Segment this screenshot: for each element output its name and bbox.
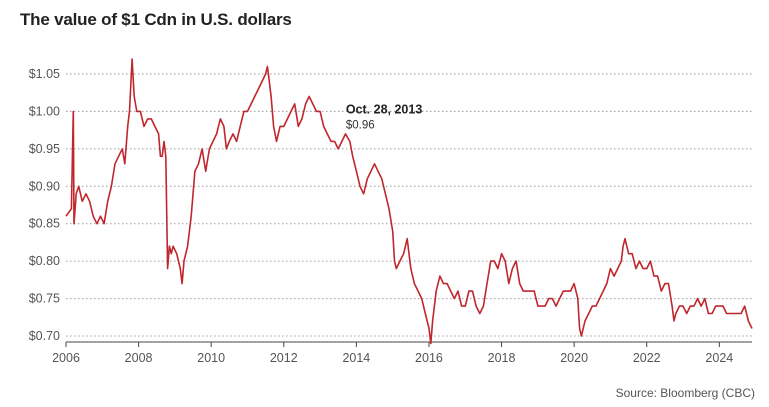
- series-line: [65, 58, 753, 345]
- x-tick-label: 2012: [270, 351, 298, 365]
- y-tick-label: $0.70: [29, 329, 60, 343]
- y-tick-label: $0.95: [29, 142, 60, 156]
- y-tick-label: $1.00: [29, 104, 60, 118]
- x-tick-label: 2022: [633, 351, 661, 365]
- annotation: Oct. 28, 2013 $0.96: [346, 102, 422, 131]
- x-tick-label: 2006: [52, 351, 80, 365]
- x-tick-label: 2024: [705, 351, 733, 365]
- x-axis: 2006 2008 2010 2012 2014 2016 2018 2020 2022 2024: [52, 341, 752, 365]
- y-tick-label: $1.05: [29, 67, 60, 81]
- x-tick-label: 2020: [560, 351, 588, 365]
- y-tick-label: $0.80: [29, 254, 60, 268]
- annotation-date: Oct. 28, 2013: [346, 102, 422, 116]
- series-layer: [65, 58, 753, 345]
- source-note: Source: Bloomberg (CBC): [615, 386, 755, 400]
- x-tick-label: 2014: [342, 351, 370, 365]
- chart-title: The value of $1 Cdn in U.S. dollars: [20, 10, 292, 29]
- y-tick-label: $0.90: [29, 179, 60, 193]
- x-tick-label: 2016: [415, 351, 443, 365]
- y-tick-label: $0.85: [29, 217, 60, 231]
- x-tick-label: 2008: [125, 351, 153, 365]
- x-tick-label: 2018: [488, 351, 516, 365]
- y-axis: $0.70 $0.75 $0.80 $0.85 $0.90 $0.95 $1.00 $1.05: [29, 67, 60, 343]
- y-tick-label: $0.75: [29, 292, 60, 306]
- x-tick-label: 2010: [197, 351, 225, 365]
- annotation-value: $0.96: [346, 119, 375, 131]
